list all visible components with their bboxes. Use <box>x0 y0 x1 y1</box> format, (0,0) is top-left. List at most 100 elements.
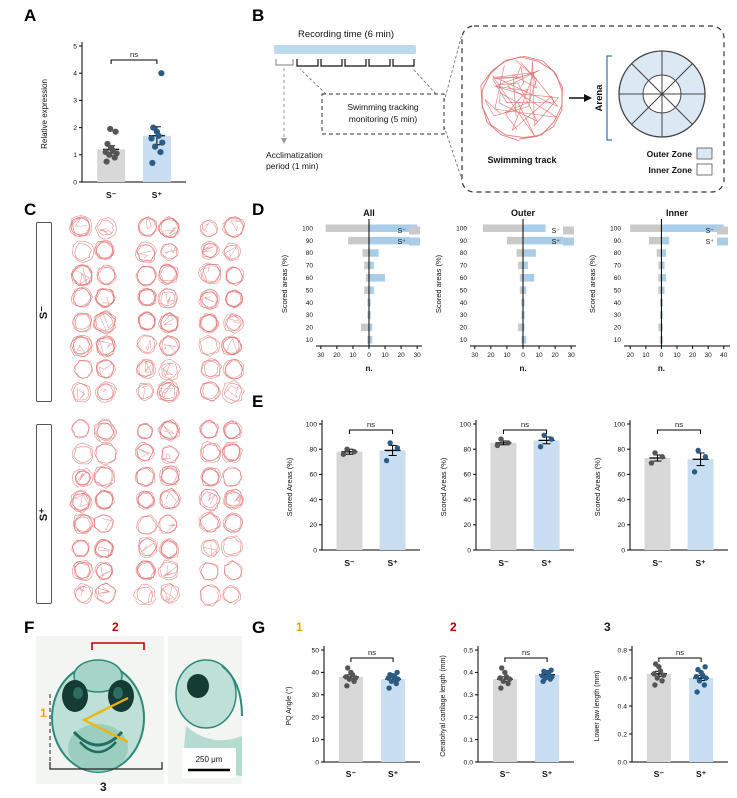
chart-text: n. <box>658 364 665 373</box>
well-track <box>200 337 219 355</box>
well-track-cross <box>145 339 151 351</box>
tracking-connector-right <box>412 68 437 95</box>
data-point <box>343 674 349 680</box>
well-track <box>94 490 115 510</box>
well-track <box>198 313 220 334</box>
chart-text: 30 <box>414 352 422 359</box>
well-track <box>224 217 244 237</box>
well-track <box>202 263 220 283</box>
well-track <box>159 218 179 237</box>
bar-left <box>630 224 662 232</box>
recording-timeline-bar <box>274 45 416 54</box>
chart-number-2: 2 <box>450 620 457 634</box>
chart-text: 40 <box>460 300 468 307</box>
well-track <box>68 215 93 237</box>
data-point <box>387 440 393 446</box>
data-point <box>344 665 351 671</box>
data-point <box>150 124 157 131</box>
annotation-2: 2 <box>112 620 119 634</box>
data-point <box>344 446 350 452</box>
well-track <box>94 419 116 442</box>
chart-text: 0.4 <box>464 670 474 677</box>
chart-text: 10 <box>642 352 650 359</box>
chart-text: 0 <box>621 547 625 554</box>
chart-number-1: 1 <box>296 620 303 634</box>
well-track <box>95 562 113 580</box>
bar-right <box>369 274 386 282</box>
chart-text: 0.0 <box>464 759 474 766</box>
well-track <box>161 467 178 485</box>
minute-interval-brackets <box>296 59 415 67</box>
chart-text: 10 <box>503 352 511 359</box>
chart-text: ns <box>367 420 375 429</box>
chart-text: Scored Areas (%) <box>593 457 602 516</box>
bar-left <box>658 286 662 294</box>
outer-zone-label: Outer Zone <box>647 149 693 159</box>
data-point <box>693 673 700 680</box>
chart-text: 30 <box>311 692 319 699</box>
well-track-cross <box>99 228 112 235</box>
data-point <box>344 683 350 689</box>
well-track <box>199 419 220 439</box>
well-track <box>224 360 243 379</box>
bar-right <box>369 311 371 319</box>
chart-text: Scored Areas (%) <box>285 457 294 516</box>
chart-text: n. <box>519 364 526 373</box>
bar-right <box>369 249 379 257</box>
well-track-cross <box>226 338 238 352</box>
bar-left <box>362 249 369 257</box>
well-track-cross <box>101 518 112 531</box>
chart-text: 20 <box>309 522 317 529</box>
well-track <box>223 512 244 533</box>
well-track <box>222 512 243 533</box>
well-track <box>136 266 157 286</box>
bar-right <box>369 261 374 270</box>
chart-text: 100 <box>460 421 472 428</box>
bar-right <box>369 336 373 344</box>
significance-bracket <box>658 657 702 662</box>
well-track <box>96 337 115 356</box>
chart-text: 0 <box>467 547 471 554</box>
chart-text: 40 <box>309 497 317 504</box>
bar-right <box>661 261 665 270</box>
well-track-cross <box>76 344 86 354</box>
acclimatization-bracket <box>275 59 294 66</box>
bar-left <box>648 236 662 245</box>
bar-right <box>661 298 663 307</box>
chart-text: S⁺ <box>706 239 715 246</box>
well-track <box>200 314 217 332</box>
bar-right <box>523 336 527 344</box>
well-track <box>201 443 221 461</box>
chart-text: 0.2 <box>464 715 474 722</box>
mean-bar <box>535 674 560 762</box>
well-track-cross <box>202 222 209 233</box>
well-track-cross <box>100 389 107 393</box>
well-track <box>133 583 156 606</box>
well-track <box>224 490 243 508</box>
chart-text: ns <box>130 50 138 59</box>
well-track <box>95 490 114 510</box>
group-s-minus-label: S⁻ <box>38 305 51 319</box>
bar-right <box>661 274 667 282</box>
well-track <box>70 216 91 237</box>
well-track <box>97 422 115 440</box>
well-track <box>73 562 91 579</box>
well-track <box>158 216 181 238</box>
bar-right <box>369 323 373 332</box>
chart-text: 10 <box>673 352 681 359</box>
well-track-cross <box>141 385 148 400</box>
data-point <box>505 680 511 687</box>
well-track <box>137 311 156 331</box>
well-track <box>136 468 155 487</box>
bar-left <box>516 249 523 257</box>
well-track <box>159 561 178 579</box>
chart-text: 5 <box>73 43 77 50</box>
data-point <box>541 432 547 439</box>
panel-label-g: G <box>252 618 266 637</box>
bar-right <box>369 286 374 294</box>
data-point <box>149 159 156 167</box>
well-track <box>95 358 116 379</box>
bar-right <box>523 274 535 282</box>
chart-text: 90 <box>460 238 468 245</box>
